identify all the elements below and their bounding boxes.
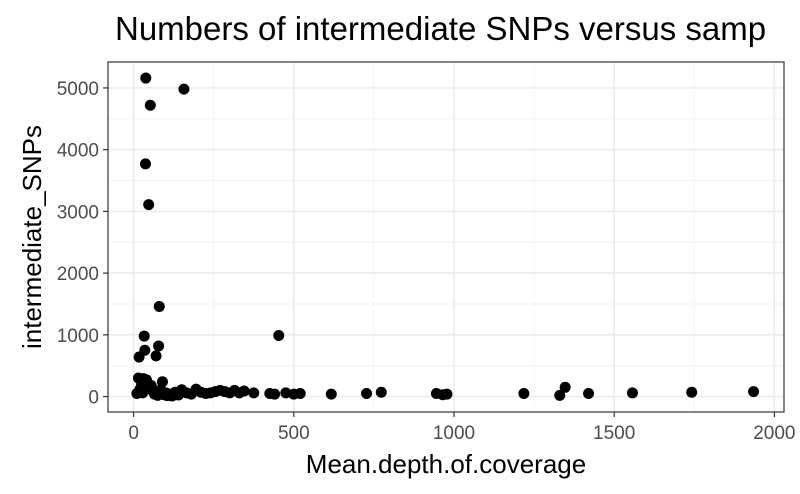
data-point (273, 329, 285, 341)
data-point (172, 389, 184, 401)
x-tick-label: 2000 (753, 423, 795, 444)
plot-panel-border (107, 61, 785, 413)
data-point (138, 330, 150, 342)
data-point (153, 340, 165, 352)
data-point (150, 350, 162, 362)
y-tick-label: 5000 (57, 79, 99, 100)
data-point (559, 381, 571, 393)
y-tick-label: 1000 (57, 326, 99, 347)
data-point (133, 351, 145, 363)
y-tick-label: 4000 (57, 141, 99, 162)
data-point (140, 72, 152, 84)
data-point (583, 387, 595, 399)
y-tick-label: 2000 (57, 264, 99, 285)
plot-panel-background (108, 62, 784, 412)
data-point (143, 199, 155, 211)
x-tick-label: 500 (278, 423, 310, 444)
chart-title: Numbers of intermediate SNPs versus samp (115, 10, 766, 47)
data-point (361, 387, 373, 399)
data-point (139, 158, 151, 170)
data-points (131, 72, 760, 402)
x-axis: 0 500 1000 1500 2000 (128, 412, 796, 444)
x-tick-label: 1500 (593, 423, 635, 444)
data-point (686, 386, 698, 398)
data-point (153, 300, 165, 312)
data-point (137, 387, 149, 399)
data-point (626, 387, 638, 399)
data-point (269, 388, 281, 400)
data-point (238, 385, 250, 397)
data-point (441, 388, 453, 400)
data-point (144, 99, 156, 111)
data-point (325, 388, 337, 400)
x-axis-title: Mean.depth.of.coverage (306, 449, 586, 479)
y-tick-label: 0 (88, 388, 99, 409)
data-point (518, 387, 530, 399)
data-point (248, 387, 260, 399)
x-tick-label: 1000 (433, 423, 475, 444)
data-point (375, 386, 387, 398)
data-point (178, 83, 190, 95)
data-point (554, 389, 566, 401)
y-axis-title: intermediate_SNPs (17, 125, 47, 349)
gridlines (108, 62, 784, 412)
data-point (294, 387, 306, 399)
x-tick-label: 0 (128, 423, 139, 444)
y-axis: 0 1000 2000 3000 4000 5000 (57, 79, 108, 409)
data-point (748, 386, 760, 398)
y-tick-label: 3000 (57, 202, 99, 223)
